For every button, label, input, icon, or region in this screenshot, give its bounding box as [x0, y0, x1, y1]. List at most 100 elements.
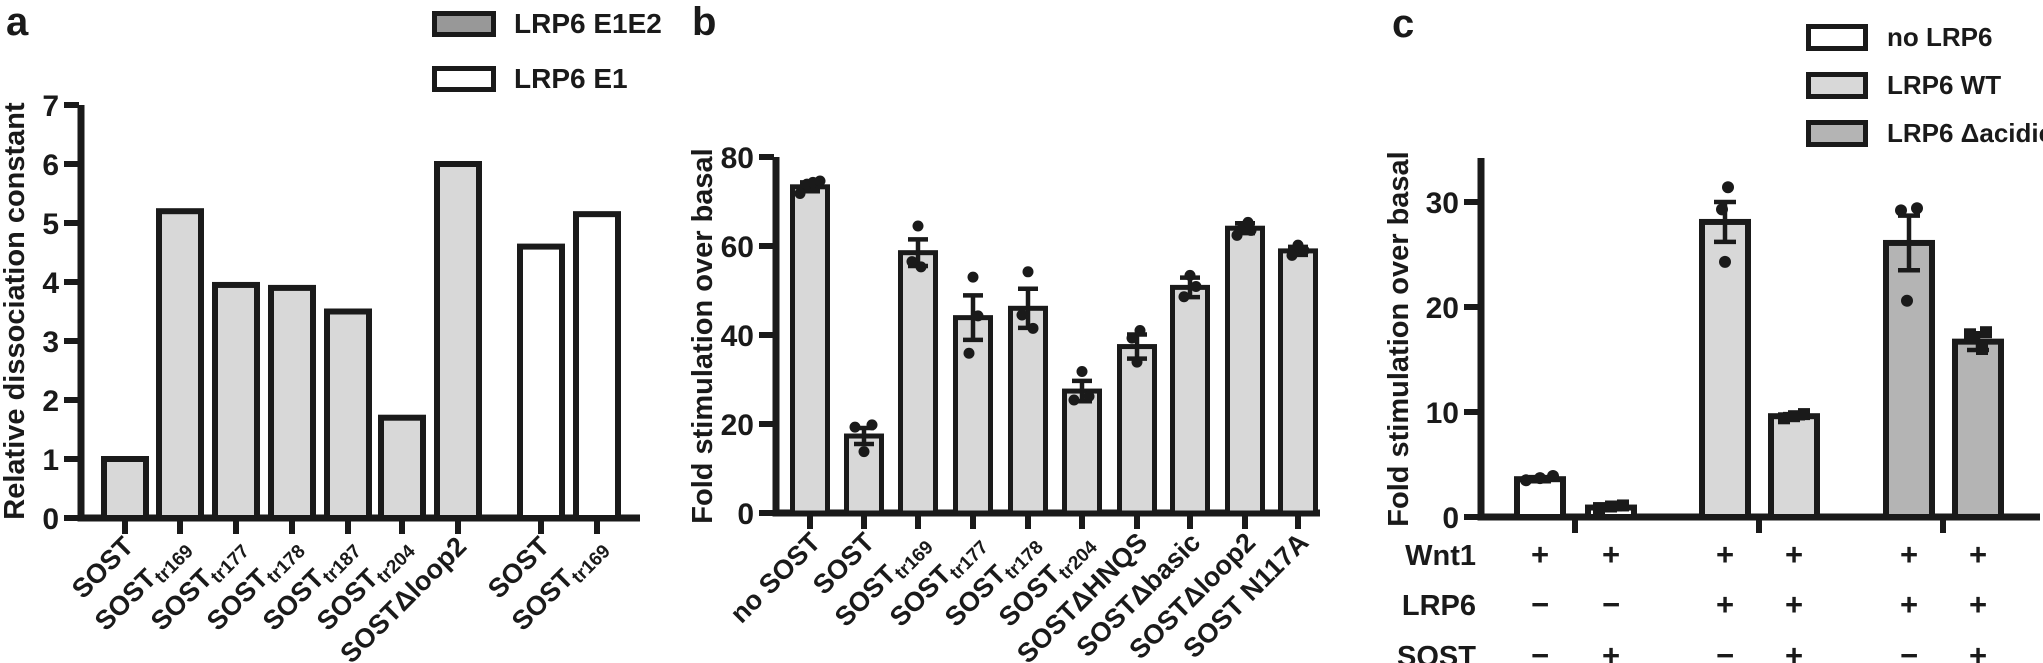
data-point [1976, 343, 1988, 355]
panel-a-bar-4 [324, 308, 372, 521]
panel-a-bar-8 [573, 211, 621, 521]
data-point [1901, 294, 1913, 307]
legend-label-lrp6-e1e2: LRP6 E1E2 [514, 8, 662, 39]
panel-a-bar-5 [378, 414, 426, 522]
legend-swatch-lrp6-dacidic [1806, 120, 1868, 147]
panel-c-bar-4 [1883, 239, 1935, 520]
panel-b-bar-6 [1117, 344, 1157, 516]
data-point [1617, 499, 1629, 512]
data-point [1547, 470, 1559, 483]
y-tick-label: 2 [42, 385, 59, 418]
data-point [1964, 328, 1976, 341]
condition-sign: + [1785, 537, 1803, 572]
y-tick-label: 7 [42, 90, 59, 123]
y-tick-label: 1 [42, 444, 59, 477]
data-point [1134, 325, 1146, 337]
panel-a-bar-2 [212, 281, 260, 522]
condition-sign: + [1785, 638, 1803, 663]
condition-sign: − [1716, 638, 1734, 663]
data-point [967, 271, 979, 283]
y-tick-label: 30 [1426, 187, 1459, 220]
data-point [866, 419, 878, 431]
data-point [1231, 229, 1243, 241]
panel-b-bar-4 [1008, 305, 1048, 516]
legend-item-lrp6-wt: LRP6 WT [1806, 70, 2043, 101]
legend-label-lrp6-dacidic: LRP6 Δacidic [1887, 118, 2043, 148]
data-point [1798, 408, 1810, 421]
legend-item-no-lrp6: no LRP6 [1806, 22, 2043, 53]
panel-a-legend: LRP6 E1E2 LRP6 E1 [432, 8, 662, 118]
data-point [1292, 239, 1304, 251]
panel-c-bar-3 [1768, 413, 1820, 521]
data-point [1778, 412, 1790, 425]
data-point [1131, 356, 1143, 368]
condition-sign: + [1969, 587, 1987, 622]
legend-swatch-lrp6-e1 [432, 66, 496, 92]
y-tick-label: 20 [1426, 292, 1459, 325]
data-point [1605, 500, 1617, 513]
condition-row-label: LRP6 [1402, 590, 1476, 622]
data-point [1911, 202, 1923, 215]
condition-sign: − [1602, 587, 1620, 622]
data-point [906, 256, 918, 268]
condition-sign: + [1602, 638, 1620, 663]
data-point [1178, 291, 1190, 303]
data-point [1520, 474, 1532, 487]
data-point [1027, 322, 1039, 334]
data-point [1190, 280, 1202, 292]
condition-sign: + [1602, 537, 1620, 572]
data-point [1722, 181, 1734, 194]
data-point [912, 220, 924, 232]
panel-a-bar-3 [268, 284, 316, 521]
panel-a-bar-7 [517, 243, 565, 521]
y-tick-label: 20 [721, 409, 754, 442]
panel-b-y-axis-title: Fold stimulation over basal [687, 148, 719, 524]
panel-a-y-axis-title: Relative dissociation constant [0, 102, 31, 520]
panel-a-letter: a [6, 0, 29, 44]
panel-b-bar-2 [898, 250, 938, 516]
legend-label-lrp6-e1: LRP6 E1 [514, 63, 628, 94]
panel-a-bar-1 [156, 208, 204, 521]
data-point [963, 347, 975, 359]
condition-sign: − [1531, 587, 1549, 622]
data-point [1242, 216, 1254, 228]
legend-swatch-no-lrp6 [1806, 24, 1868, 51]
data-point [814, 175, 826, 187]
legend-label-no-lrp6: no LRP6 [1887, 22, 1993, 52]
data-point [1716, 203, 1728, 216]
condition-row-label: SOST [1397, 641, 1476, 663]
panel-b-bar-7 [1170, 284, 1210, 516]
y-tick-label: 5 [42, 208, 59, 241]
condition-row-label: Wnt1 [1405, 540, 1476, 572]
legend-label-lrp6-wt: LRP6 WT [1887, 70, 2002, 100]
data-point [1126, 332, 1138, 344]
y-tick-label: 0 [737, 498, 754, 531]
y-tick-label: 0 [1442, 502, 1459, 535]
data-point [1083, 390, 1095, 402]
y-tick-label: 0 [42, 503, 59, 536]
panel-a-bar-6 [434, 161, 482, 521]
panel-c-legend: no LRP6 LRP6 WT LRP6 Δacidic [1806, 22, 2043, 166]
legend-item-lrp6-e1e2: LRP6 E1E2 [432, 8, 662, 40]
y-tick-label: 4 [42, 267, 59, 300]
legend-swatch-lrp6-wt [1806, 72, 1868, 99]
condition-sign: + [1785, 587, 1803, 622]
condition-sign: + [1900, 537, 1918, 572]
y-tick-label: 3 [42, 326, 59, 359]
panel-c-y-axis-title: Fold stimulation over basal [1383, 151, 1415, 527]
data-point [1980, 326, 1992, 339]
data-point [794, 187, 806, 199]
condition-sign: + [1531, 537, 1549, 572]
legend-swatch-lrp6-e1e2 [432, 11, 496, 37]
y-tick-label: 6 [42, 149, 59, 182]
panel-b-letter: b [692, 0, 717, 44]
condition-sign: + [1969, 638, 1987, 663]
data-point [1068, 394, 1080, 406]
data-point [915, 261, 927, 273]
panel-b-bar-8 [1225, 225, 1265, 516]
condition-sign: − [1900, 638, 1918, 663]
data-point [1016, 309, 1028, 321]
panel-b-bar-3 [953, 315, 993, 516]
